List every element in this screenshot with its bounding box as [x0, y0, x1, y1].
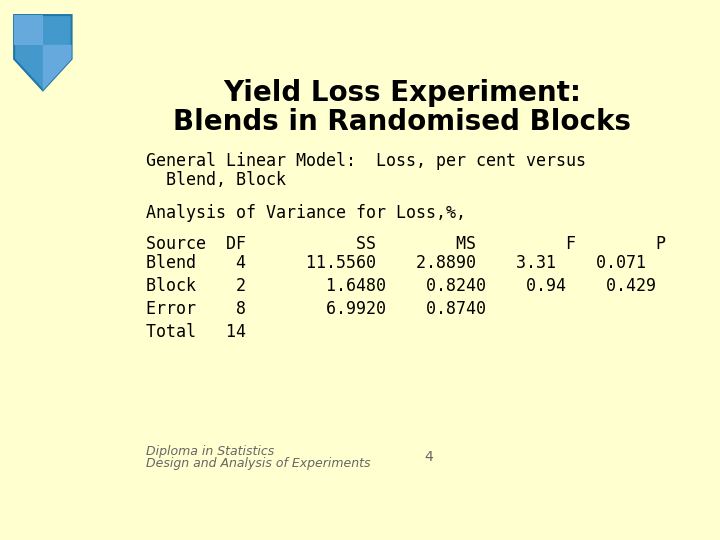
Text: Yield Loss Experiment:: Yield Loss Experiment:: [223, 79, 582, 107]
Text: Blend, Block: Blend, Block: [145, 171, 286, 189]
Text: Block    2        1.6480    0.8240    0.94    0.429: Block 2 1.6480 0.8240 0.94 0.429: [145, 277, 656, 295]
Polygon shape: [43, 45, 71, 90]
Text: Total   14: Total 14: [145, 322, 246, 341]
Text: Error    8        6.9920    0.8740: Error 8 6.9920 0.8740: [145, 300, 486, 318]
Polygon shape: [14, 15, 71, 90]
Text: Blend    4      11.5560    2.8890    3.31    0.071: Blend 4 11.5560 2.8890 3.31 0.071: [145, 254, 646, 272]
Text: Source  DF           SS        MS         F        P: Source DF SS MS F P: [145, 235, 666, 253]
Text: General Linear Model:  Loss, per cent versus: General Linear Model: Loss, per cent ver…: [145, 152, 586, 170]
Text: Diploma in Statistics: Diploma in Statistics: [145, 445, 274, 458]
Polygon shape: [14, 15, 43, 45]
Text: 4: 4: [425, 450, 433, 464]
Text: Analysis of Variance for Loss,%,: Analysis of Variance for Loss,%,: [145, 204, 466, 222]
Text: Blends in Randomised Blocks: Blends in Randomised Blocks: [174, 109, 631, 137]
Text: Design and Analysis of Experiments: Design and Analysis of Experiments: [145, 457, 370, 470]
